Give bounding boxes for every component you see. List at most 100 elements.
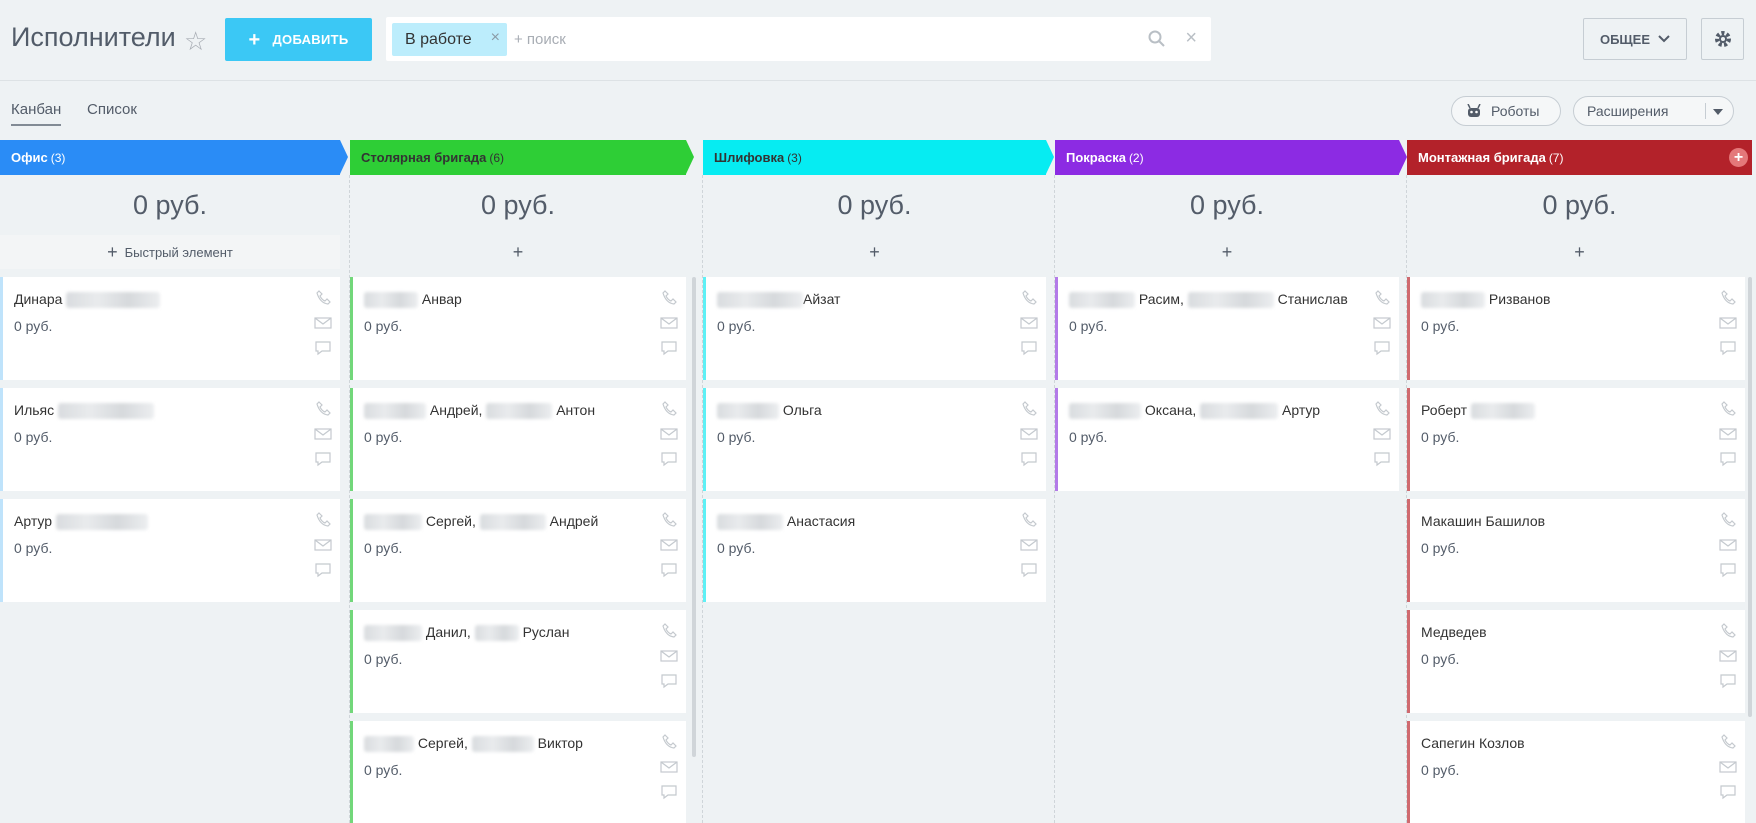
- card-title[interactable]: Оксана, Артур: [1069, 402, 1320, 420]
- chat-icon[interactable]: [314, 562, 332, 578]
- phone-icon[interactable]: [1719, 400, 1737, 416]
- phone-icon[interactable]: [660, 400, 678, 416]
- card-title[interactable]: Анастасия: [717, 513, 855, 531]
- deal-card[interactable]: Ольга 0 руб.: [703, 388, 1046, 491]
- chat-icon[interactable]: [660, 673, 678, 689]
- chat-icon[interactable]: [314, 451, 332, 467]
- filter-chip[interactable]: В работе ×: [392, 23, 507, 56]
- column-scrollbar[interactable]: [1748, 277, 1752, 717]
- quick-add-button[interactable]: +: [1055, 235, 1399, 269]
- chat-icon[interactable]: [1719, 451, 1737, 467]
- chat-icon[interactable]: [1719, 340, 1737, 356]
- stage-header[interactable]: Офис (3): [0, 140, 348, 175]
- card-title[interactable]: Сергей, Виктор: [364, 735, 583, 753]
- mail-icon[interactable]: [660, 537, 678, 553]
- deal-card[interactable]: Андрей, Антон 0 руб.: [350, 388, 686, 491]
- mail-icon[interactable]: [660, 648, 678, 664]
- card-title[interactable]: Медведев: [1421, 624, 1487, 640]
- card-title[interactable]: Сапегин Козлов: [1421, 735, 1525, 751]
- chat-icon[interactable]: [660, 562, 678, 578]
- phone-icon[interactable]: [1719, 622, 1737, 638]
- deal-card[interactable]: Макашин Башилов 0 руб.: [1407, 499, 1745, 602]
- search-input[interactable]: + поиск: [514, 31, 566, 48]
- chat-icon[interactable]: [1373, 451, 1391, 467]
- phone-icon[interactable]: [660, 622, 678, 638]
- mail-icon[interactable]: [660, 759, 678, 775]
- deal-card[interactable]: Ризванов 0 руб.: [1407, 277, 1745, 380]
- deal-card[interactable]: Динара 0 руб.: [0, 277, 340, 380]
- phone-icon[interactable]: [1020, 511, 1038, 527]
- mail-icon[interactable]: [1719, 759, 1737, 775]
- deal-card[interactable]: Данил, Руслан 0 руб.: [350, 610, 686, 713]
- mail-icon[interactable]: [1373, 315, 1391, 331]
- deal-card[interactable]: Айзат 0 руб.: [703, 277, 1046, 380]
- phone-icon[interactable]: [1719, 289, 1737, 305]
- phone-icon[interactable]: [314, 289, 332, 305]
- phone-icon[interactable]: [314, 400, 332, 416]
- card-title[interactable]: Макашин Башилов: [1421, 513, 1546, 529]
- deal-card[interactable]: Расим, Станислав 0 руб.: [1055, 277, 1399, 380]
- mail-icon[interactable]: [314, 426, 332, 442]
- quick-add-button[interactable]: +: [703, 235, 1046, 269]
- deal-card[interactable]: Анвар 0 руб.: [350, 277, 686, 380]
- chat-icon[interactable]: [1719, 562, 1737, 578]
- tab-list[interactable]: Список: [87, 101, 137, 118]
- mail-icon[interactable]: [660, 426, 678, 442]
- deal-card[interactable]: Сергей, Андрей 0 руб.: [350, 499, 686, 602]
- chat-icon[interactable]: [314, 340, 332, 356]
- card-title[interactable]: Ольга: [717, 402, 822, 420]
- mail-icon[interactable]: [1719, 648, 1737, 664]
- card-title[interactable]: Расим, Станислав: [1069, 291, 1348, 309]
- chip-remove-icon[interactable]: ×: [490, 29, 500, 46]
- phone-icon[interactable]: [660, 289, 678, 305]
- stage-header[interactable]: Шлифовка (3): [703, 140, 1054, 175]
- chat-icon[interactable]: [660, 784, 678, 800]
- stage-header[interactable]: Столярная бригада (6): [350, 140, 694, 175]
- mail-icon[interactable]: [1020, 426, 1038, 442]
- chat-icon[interactable]: [660, 340, 678, 356]
- clear-icon[interactable]: ×: [1185, 27, 1197, 49]
- stage-header[interactable]: Покраска (2): [1055, 140, 1407, 175]
- card-title[interactable]: Андрей, Антон: [364, 402, 595, 420]
- chat-icon[interactable]: [1020, 451, 1038, 467]
- caret-down-icon[interactable]: [1713, 109, 1723, 115]
- card-title[interactable]: Динара: [14, 291, 161, 309]
- mail-icon[interactable]: [1719, 426, 1737, 442]
- card-title[interactable]: Ильяс: [14, 402, 154, 420]
- stage-header[interactable]: Монтажная бригада (7) +: [1407, 140, 1752, 175]
- card-title[interactable]: Роберт: [1421, 402, 1535, 420]
- card-title[interactable]: Ризванов: [1421, 291, 1551, 309]
- card-title[interactable]: Данил, Руслан: [364, 624, 569, 642]
- phone-icon[interactable]: [1373, 289, 1391, 305]
- add-button[interactable]: + ДОБАВИТЬ: [225, 18, 372, 61]
- deal-card[interactable]: Артур 0 руб.: [0, 499, 340, 602]
- deal-card[interactable]: Сапегин Козлов 0 руб.: [1407, 721, 1745, 823]
- robots-button[interactable]: Роботы: [1451, 96, 1561, 126]
- deal-card[interactable]: Оксана, Артур 0 руб.: [1055, 388, 1399, 491]
- card-title[interactable]: Сергей, Андрей: [364, 513, 598, 531]
- chat-icon[interactable]: [1373, 340, 1391, 356]
- star-icon[interactable]: ☆: [184, 26, 208, 56]
- phone-icon[interactable]: [660, 733, 678, 749]
- deal-card[interactable]: Анастасия 0 руб.: [703, 499, 1046, 602]
- card-title[interactable]: Айзат: [717, 291, 840, 309]
- phone-icon[interactable]: [314, 511, 332, 527]
- chat-icon[interactable]: [1020, 562, 1038, 578]
- quick-add-button[interactable]: + Быстрый элемент: [0, 235, 340, 269]
- phone-icon[interactable]: [1020, 289, 1038, 305]
- mail-icon[interactable]: [314, 315, 332, 331]
- add-stage-icon[interactable]: +: [1729, 148, 1748, 167]
- phone-icon[interactable]: [1020, 400, 1038, 416]
- deal-card[interactable]: Ильяс 0 руб.: [0, 388, 340, 491]
- general-button[interactable]: ОБЩЕЕ: [1583, 18, 1687, 60]
- phone-icon[interactable]: [1719, 733, 1737, 749]
- deal-card[interactable]: Сергей, Виктор 0 руб.: [350, 721, 686, 823]
- search-bar[interactable]: В работе × + поиск ×: [386, 17, 1211, 61]
- chat-icon[interactable]: [1719, 784, 1737, 800]
- mail-icon[interactable]: [1020, 537, 1038, 553]
- deal-card[interactable]: Медведев 0 руб.: [1407, 610, 1745, 713]
- chat-icon[interactable]: [1020, 340, 1038, 356]
- phone-icon[interactable]: [1719, 511, 1737, 527]
- mail-icon[interactable]: [660, 315, 678, 331]
- phone-icon[interactable]: [660, 511, 678, 527]
